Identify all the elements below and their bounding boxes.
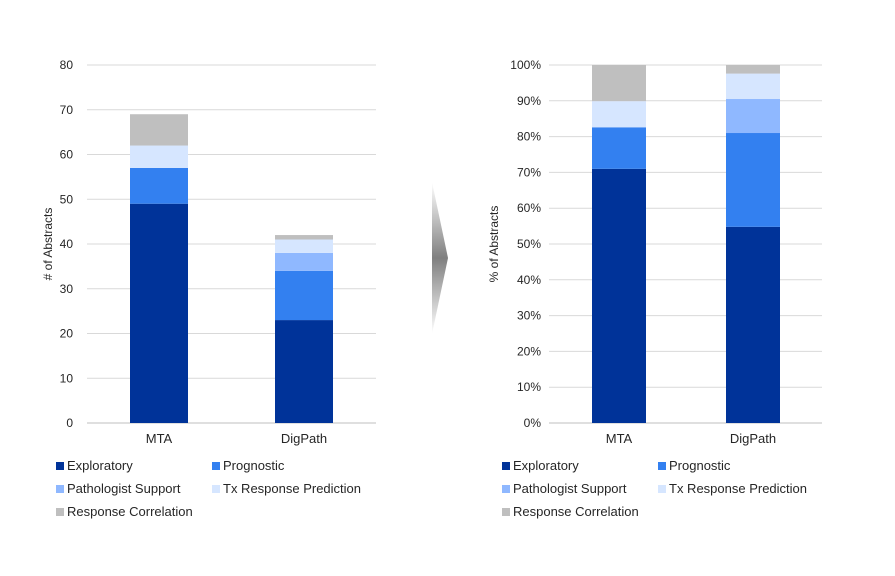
bar-segment [726,226,780,423]
legend-label: Tx Response Prediction [223,481,361,496]
y-tick-label: 30% [517,309,541,323]
legend-label: Tx Response Prediction [669,481,807,496]
right-chart-percent-share: 0% 10% 20% 30% 40% 50% 60% 70% 80% 90% 100% % of Ab… [487,58,822,519]
legend-label: Pathologist Support [67,481,181,496]
bar-segment [130,203,188,423]
x-category-label: MTA [146,431,173,446]
bar-segment [592,168,646,423]
legend-swatch [56,462,64,470]
legend-label: Exploratory [67,458,133,473]
x-category-label: DigPath [281,431,327,446]
legend-swatch [212,462,220,470]
y-axis-label: % of Abstracts [487,206,501,283]
bar-segment [130,167,188,204]
legend-swatch [502,462,510,470]
y-tick-label: 70% [517,165,541,179]
y-tick-label: 10 [60,371,74,385]
legend-label: Exploratory [513,458,579,473]
bar-segment [275,235,333,240]
bar-segment [275,252,333,271]
legend-label: Prognostic [223,458,285,473]
y-tick-label: 40 [60,237,74,251]
legend-swatch [502,485,510,493]
legend-swatch [502,508,510,516]
left-chart-absolute-counts: 0 10 20 30 40 50 60 70 80 # of Abstracts MTA DigPat… [41,58,376,519]
x-category-label: MTA [606,431,633,446]
y-tick-label: 80% [517,130,541,144]
y-tick-label: 70 [60,103,74,117]
y-tick-label: 20% [517,344,541,358]
y-tick-label: 20 [60,327,74,341]
bar-segment [130,114,188,146]
y-tick-label: 0% [524,416,542,430]
bar-segment [726,99,780,134]
legend-swatch [658,462,666,470]
y-tick-label: 0 [66,416,73,430]
y-tick-label: 30 [60,282,74,296]
bar-segment [275,320,333,423]
legend-swatch [212,485,220,493]
y-tick-label: 40% [517,273,541,287]
legend-swatch [658,485,666,493]
chevron-right-arrow-icon [432,182,448,334]
legend-label: Pathologist Support [513,481,627,496]
y-tick-label: 60% [517,201,541,215]
bar-segment [726,73,780,100]
y-tick-label: 60 [60,148,74,162]
bar-segment [726,65,780,74]
y-tick-label: 90% [517,94,541,108]
legend-label: Prognostic [669,458,731,473]
legend-swatch [56,508,64,516]
bar-segment [130,145,188,168]
y-tick-label: 10% [517,380,541,394]
legend-swatch [56,485,64,493]
bar-segment [592,101,646,128]
y-tick-label: 80 [60,58,74,72]
y-axis-label: # of Abstracts [41,208,55,281]
bar-segment [592,65,646,102]
legend-label: Response Correlation [513,504,639,519]
bar-segment [275,239,333,253]
legend-label: Response Correlation [67,504,193,519]
y-tick-label: 50 [60,192,74,206]
bar-segment [726,133,780,227]
bar-segment [275,270,333,321]
bar-segment [592,127,646,169]
y-tick-label: 50% [517,237,541,251]
x-category-label: DigPath [730,431,776,446]
y-tick-label: 100% [510,58,541,72]
